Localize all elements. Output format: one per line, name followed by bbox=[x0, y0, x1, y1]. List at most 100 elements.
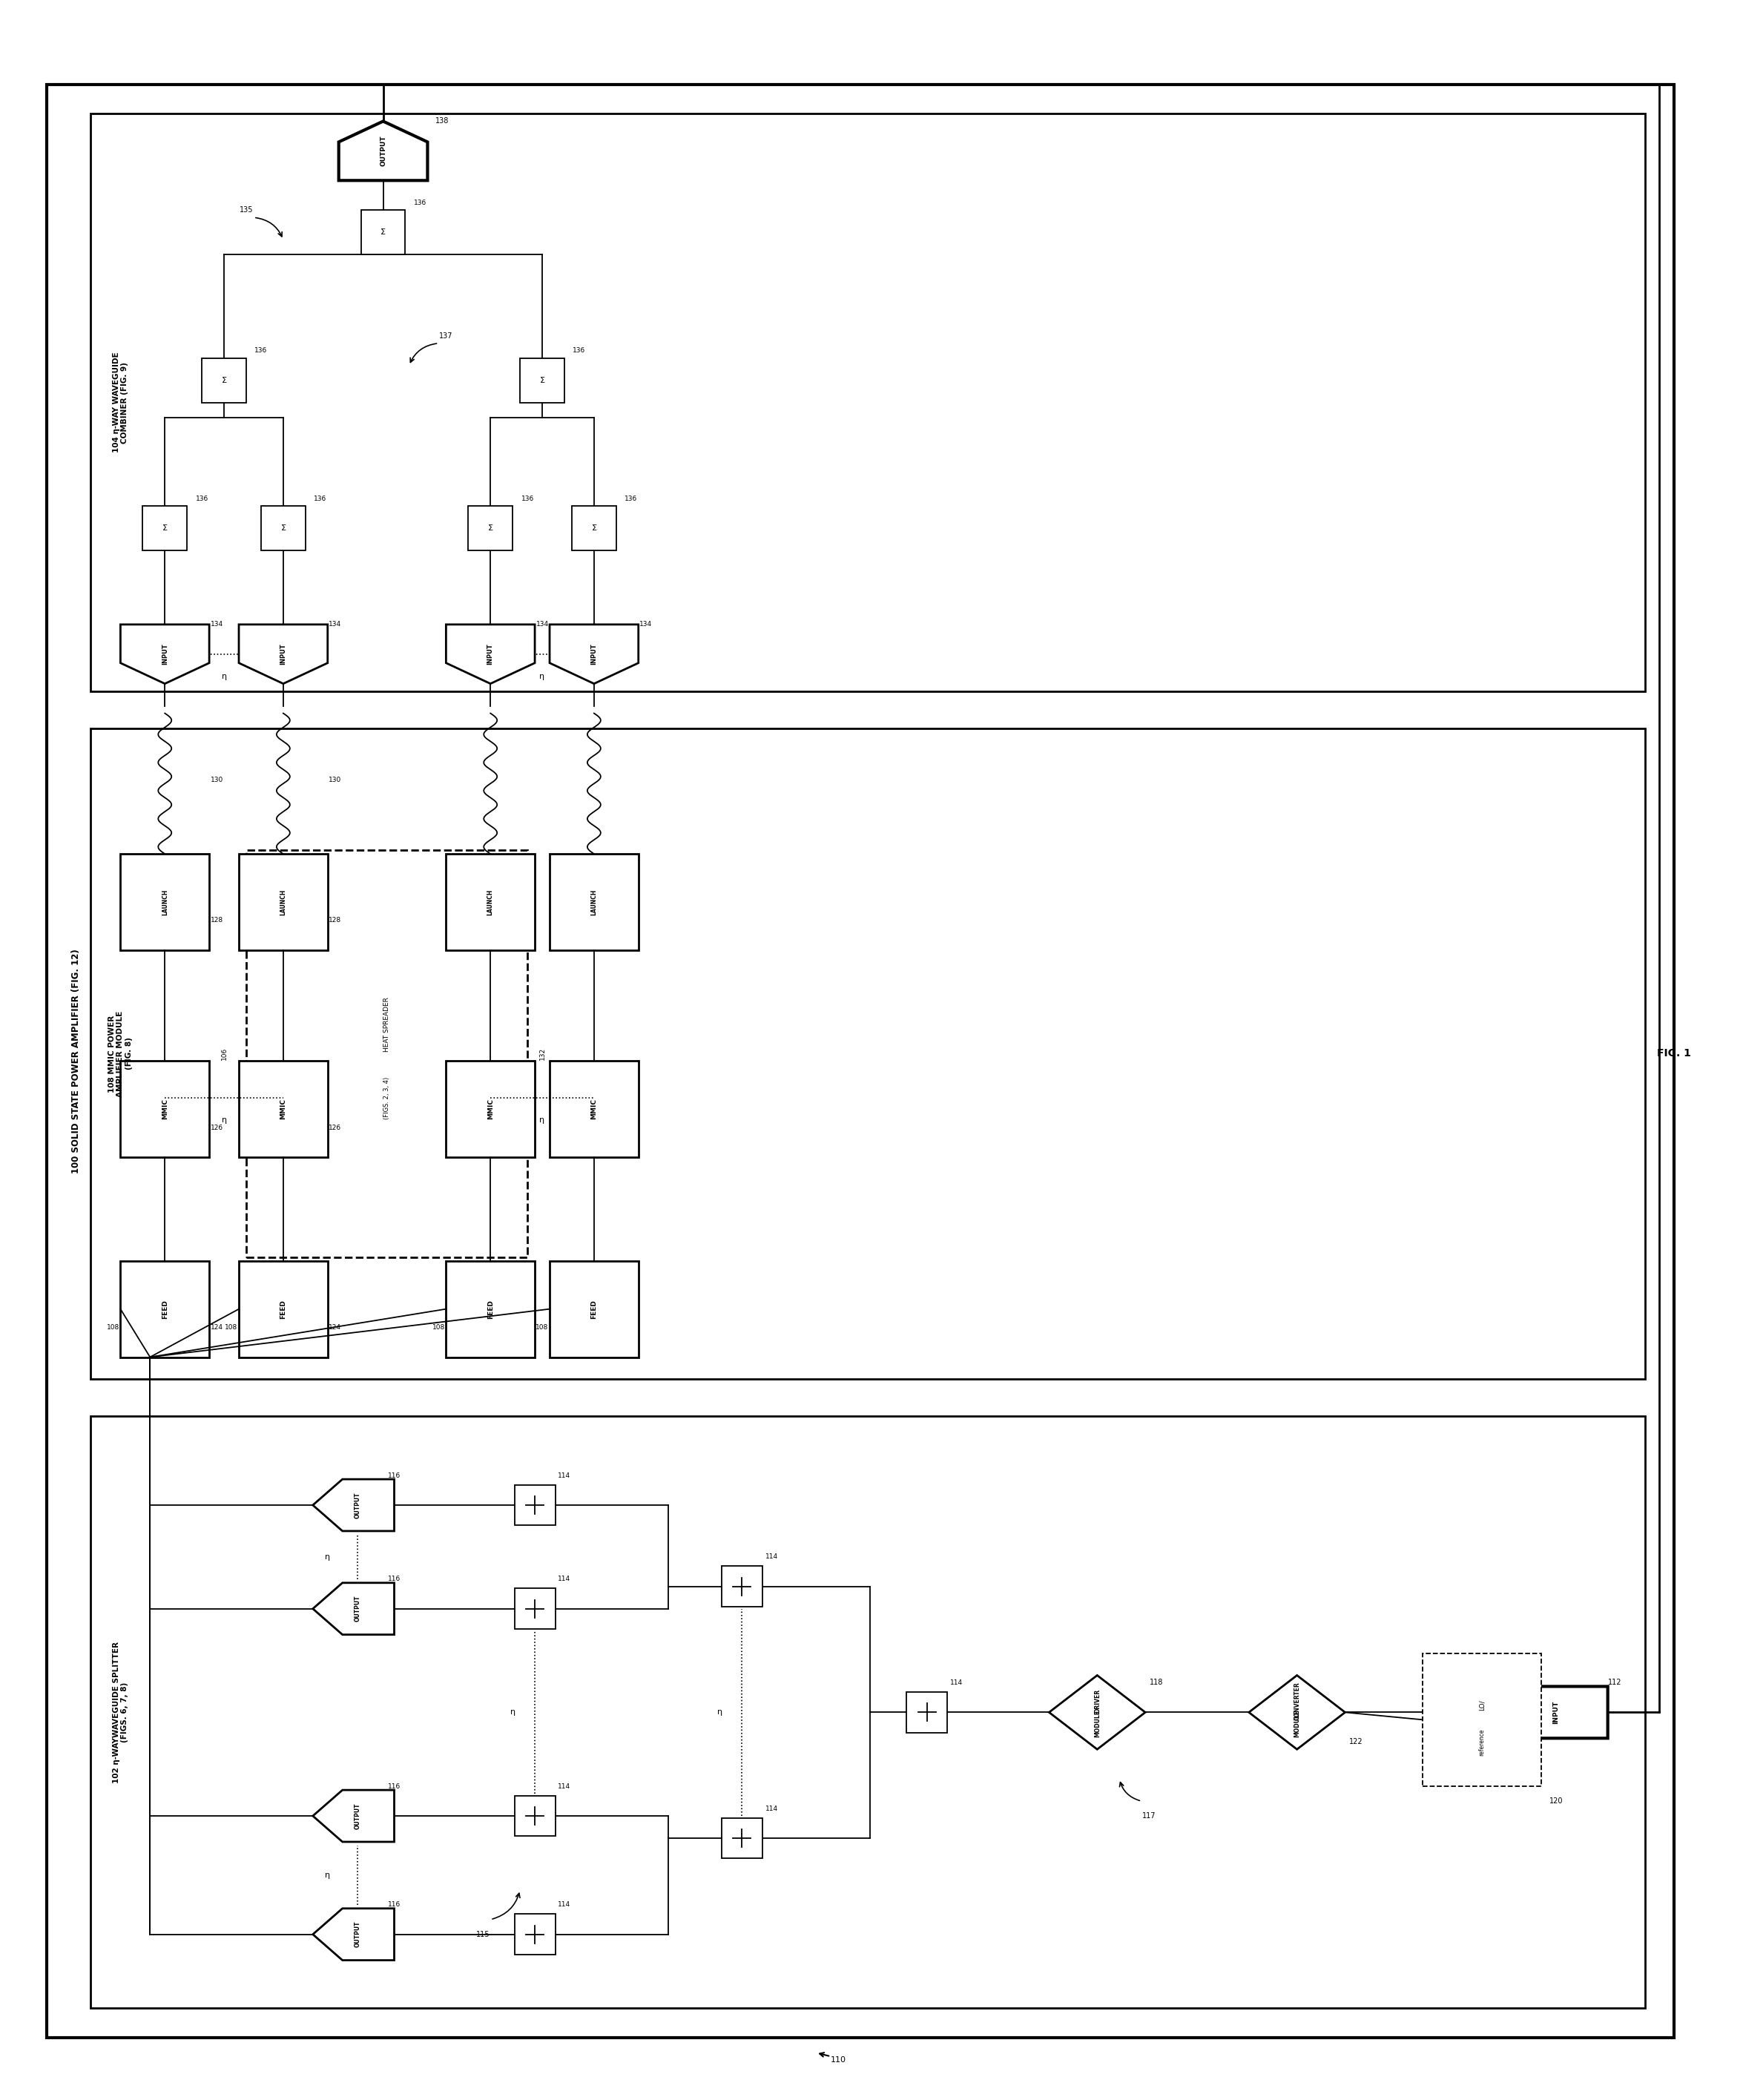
Text: 114: 114 bbox=[765, 1806, 777, 1812]
Text: 124: 124 bbox=[211, 1325, 223, 1331]
Bar bbox=[239, 855, 328, 949]
Polygon shape bbox=[1504, 1686, 1607, 1739]
Text: 128: 128 bbox=[329, 918, 342, 924]
Text: Σ: Σ bbox=[281, 525, 286, 531]
Text: 116: 116 bbox=[389, 1783, 401, 1789]
Text: 114: 114 bbox=[765, 1554, 777, 1560]
Polygon shape bbox=[312, 1583, 394, 1634]
Bar bbox=[120, 1260, 209, 1357]
Text: 112: 112 bbox=[1609, 1680, 1623, 1686]
Text: 136: 136 bbox=[254, 346, 267, 355]
Bar bbox=[549, 1260, 638, 1357]
Text: 126: 126 bbox=[329, 1124, 342, 1132]
Text: 134: 134 bbox=[211, 622, 223, 628]
Text: DRIVER: DRIVER bbox=[1095, 1688, 1100, 1714]
Text: η: η bbox=[221, 1117, 227, 1124]
Polygon shape bbox=[312, 1478, 394, 1531]
Bar bbox=[91, 729, 1645, 1380]
Text: 130: 130 bbox=[211, 777, 223, 783]
Text: 136: 136 bbox=[521, 496, 533, 502]
Text: 114: 114 bbox=[558, 1575, 570, 1583]
Text: Σ: Σ bbox=[540, 376, 546, 384]
Text: 126: 126 bbox=[211, 1124, 223, 1132]
Text: 108: 108 bbox=[106, 1325, 120, 1331]
Text: FEED: FEED bbox=[281, 1300, 286, 1319]
Polygon shape bbox=[239, 624, 328, 685]
Text: LO/: LO/ bbox=[1478, 1699, 1485, 1709]
Text: 135: 135 bbox=[239, 206, 253, 214]
Text: η: η bbox=[716, 1709, 722, 1716]
Text: INPUT: INPUT bbox=[1553, 1701, 1560, 1724]
Text: INPUT: INPUT bbox=[486, 643, 493, 666]
Bar bbox=[239, 1060, 328, 1157]
Polygon shape bbox=[1250, 1676, 1346, 1749]
Polygon shape bbox=[312, 1789, 394, 1842]
Bar bbox=[143, 506, 187, 550]
Text: 124: 124 bbox=[329, 1325, 342, 1331]
Text: 134: 134 bbox=[535, 622, 549, 628]
Text: 136: 136 bbox=[624, 496, 638, 502]
Text: Σ: Σ bbox=[591, 525, 596, 531]
Text: η: η bbox=[324, 1871, 329, 1879]
Bar bbox=[91, 1415, 1645, 2008]
Text: 116: 116 bbox=[389, 1901, 401, 1909]
Bar bbox=[514, 1485, 556, 1525]
Text: 117: 117 bbox=[1142, 1812, 1156, 1819]
Text: MODULE: MODULE bbox=[1095, 1709, 1100, 1737]
Polygon shape bbox=[120, 624, 209, 685]
Text: 118: 118 bbox=[1150, 1680, 1163, 1686]
Text: MMIC: MMIC bbox=[486, 1098, 493, 1119]
Text: OUTPUT: OUTPUT bbox=[380, 134, 387, 166]
Text: Σ: Σ bbox=[380, 229, 385, 235]
Text: FEED: FEED bbox=[486, 1300, 493, 1319]
Text: η: η bbox=[221, 672, 227, 680]
Bar bbox=[1422, 1653, 1541, 1787]
Bar bbox=[120, 1060, 209, 1157]
Text: 116: 116 bbox=[389, 1472, 401, 1478]
Text: 136: 136 bbox=[195, 496, 207, 502]
Bar bbox=[514, 1796, 556, 1835]
Text: 108 MMIC POWER
AMPLIFIER MODULE
(FIG. 8): 108 MMIC POWER AMPLIFIER MODULE (FIG. 8) bbox=[108, 1010, 132, 1096]
Text: 116: 116 bbox=[389, 1575, 401, 1583]
Text: Σ: Σ bbox=[488, 525, 493, 531]
Text: 136: 136 bbox=[573, 346, 586, 355]
Text: LAUNCH: LAUNCH bbox=[591, 888, 598, 916]
Text: INPUT: INPUT bbox=[281, 643, 286, 666]
Polygon shape bbox=[446, 624, 535, 685]
Text: 137: 137 bbox=[439, 332, 453, 340]
Text: 114: 114 bbox=[558, 1783, 570, 1789]
Text: 136: 136 bbox=[413, 200, 427, 206]
Text: OUTPUT: OUTPUT bbox=[354, 1922, 361, 1947]
Text: 110: 110 bbox=[830, 2056, 845, 2064]
Bar bbox=[722, 1567, 762, 1606]
Bar bbox=[906, 1693, 948, 1732]
Bar bbox=[202, 359, 246, 403]
Bar bbox=[446, 1260, 535, 1357]
Text: MODULE: MODULE bbox=[1293, 1709, 1300, 1737]
Text: OUTPUT: OUTPUT bbox=[354, 1596, 361, 1621]
Bar bbox=[572, 506, 617, 550]
Text: 130: 130 bbox=[329, 777, 342, 783]
Text: LAUNCH: LAUNCH bbox=[281, 888, 286, 916]
Bar bbox=[361, 210, 406, 254]
Bar bbox=[549, 1060, 638, 1157]
Text: FEED: FEED bbox=[162, 1300, 167, 1319]
Bar bbox=[246, 850, 528, 1258]
Text: 108: 108 bbox=[225, 1325, 237, 1331]
Text: LAUNCH: LAUNCH bbox=[162, 888, 167, 916]
Text: OUTPUT: OUTPUT bbox=[354, 1491, 361, 1518]
Text: 100 SOLID STATE POWER AMPLIFIER (FIG. 12): 100 SOLID STATE POWER AMPLIFIER (FIG. 12… bbox=[71, 949, 80, 1174]
Text: (FIGS. 2, 3, 4): (FIGS. 2, 3, 4) bbox=[383, 1077, 390, 1119]
Text: Σ: Σ bbox=[162, 525, 167, 531]
Text: 122: 122 bbox=[1349, 1739, 1363, 1745]
Bar bbox=[120, 855, 209, 949]
Text: INPUT: INPUT bbox=[591, 643, 598, 666]
Text: 106: 106 bbox=[221, 1048, 227, 1061]
Text: 114: 114 bbox=[950, 1680, 962, 1686]
Text: Σ: Σ bbox=[221, 376, 227, 384]
Text: FEED: FEED bbox=[591, 1300, 598, 1319]
Text: CONVERTER: CONVERTER bbox=[1293, 1682, 1300, 1720]
Text: 134: 134 bbox=[329, 622, 342, 628]
Text: MMIC: MMIC bbox=[281, 1098, 286, 1119]
Text: η: η bbox=[511, 1709, 516, 1716]
